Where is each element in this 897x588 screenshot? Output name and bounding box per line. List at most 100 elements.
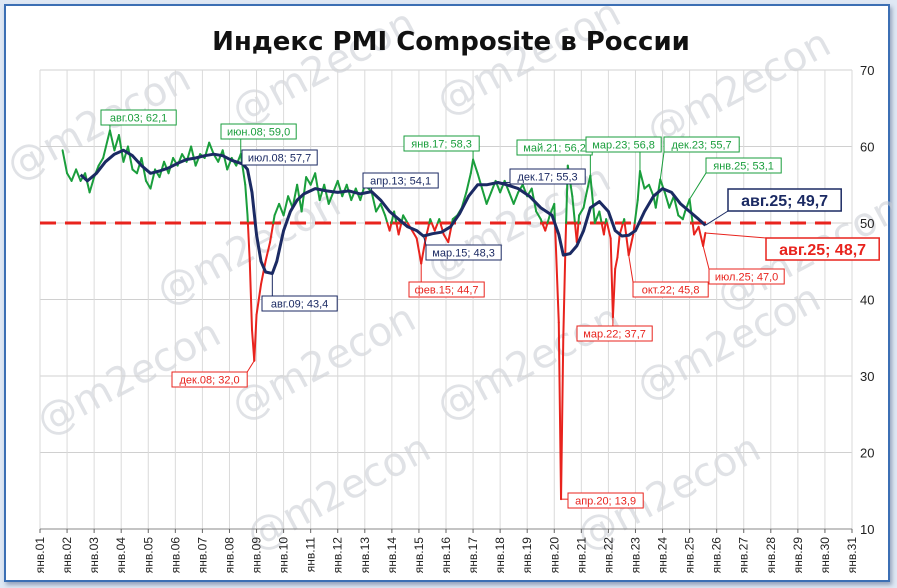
pmi-series-segment	[693, 225, 700, 236]
annotation-leader	[705, 210, 729, 226]
pmi-series-segment	[577, 214, 581, 224]
pmi-series-segment	[278, 202, 285, 217]
annotation-layer: авг.03; 62,1 июн.08; 59,0 июл.08; 57,7 авг.…	[100, 109, 880, 509]
pmi-series-segment	[117, 134, 125, 163]
pmi-series-segment	[606, 222, 612, 240]
annotation-box	[100, 109, 177, 126]
x-tick-label: янв.28	[764, 537, 778, 574]
y-axis-ticks: 10 20 30 40 50 60 70	[860, 63, 874, 537]
y-tick-label: 70	[860, 63, 874, 78]
pmi-series-segment	[614, 256, 619, 270]
pmi-series-segment	[327, 191, 335, 205]
x-tick-label: янв.31	[845, 537, 859, 574]
annotation-box	[727, 188, 842, 212]
pmi-series-segment	[375, 202, 382, 213]
pmi-series-segment	[582, 195, 587, 209]
annotation-box	[261, 295, 338, 312]
pmi-series-segment	[264, 241, 272, 263]
annotation-label: авг.03; 62,1	[110, 113, 167, 125]
pmi-series-segment	[282, 195, 290, 217]
annotation-box	[220, 123, 297, 140]
watermark-text: @m2econ	[429, 295, 628, 430]
pmi-series-segment	[379, 202, 387, 217]
pmi-series-segment	[485, 191, 493, 205]
x-tick-label: янв.17	[466, 537, 480, 574]
pmi-series-segment	[616, 233, 621, 259]
moving-average-line	[79, 148, 707, 275]
chart-title: Индекс PMI Composite в России	[212, 27, 690, 57]
annotation-label: апр.20; 13,9	[575, 496, 636, 508]
pmi-series-segment	[575, 222, 580, 244]
pmi-series-segment	[668, 195, 675, 209]
y-tick-label: 60	[860, 140, 874, 155]
pmi-series-segment	[397, 222, 403, 236]
annotation-box	[663, 136, 740, 153]
x-tick-label: янв.03	[87, 537, 101, 574]
pmi-series-segment	[578, 206, 585, 217]
annotation-box	[171, 371, 248, 388]
pmi-series-segment	[697, 225, 705, 247]
pmi-series-segment	[309, 172, 317, 186]
annotation-box	[241, 149, 318, 166]
pmi-series-segment	[564, 222, 568, 244]
pmi-series-segment	[255, 283, 263, 316]
pmi-series-segment	[663, 191, 671, 209]
pmi-series-segment	[402, 214, 409, 224]
annotation-leader	[702, 245, 710, 270]
pmi-series-segment	[97, 156, 105, 167]
x-tick-label: янв.05	[141, 537, 155, 574]
pmi-series-segment	[370, 190, 378, 213]
annotation-label: окт.22; 45,8	[642, 285, 700, 297]
x-tick-label: янв.20	[547, 537, 561, 574]
x-tick-label: янв.26	[710, 537, 724, 574]
annotation-leader	[659, 151, 665, 180]
pmi-series-segment	[415, 237, 423, 265]
pmi-series-segment	[593, 210, 601, 224]
annotation-box	[708, 268, 785, 285]
annotation-label: янв.25; 53,1	[713, 161, 774, 173]
annotation-box	[576, 325, 653, 342]
annotation-label: янв.17; 58,3	[411, 139, 472, 151]
pmi-series-segment	[253, 313, 258, 362]
pmi-series-segment	[598, 210, 603, 224]
pmi-series-segment	[627, 233, 635, 257]
pmi-series-segment	[75, 168, 82, 182]
pmi-series-segment	[618, 222, 625, 236]
pmi-series-segment	[411, 229, 418, 240]
annotation-label: май.21; 56,2	[523, 143, 586, 155]
annotation-leader	[422, 235, 427, 246]
pmi-series-segment	[638, 169, 646, 190]
pmi-series-segment	[546, 214, 551, 224]
pmi-series-segment	[350, 187, 357, 202]
pmi-series-segment	[190, 145, 197, 167]
x-tick-label: янв.30	[818, 537, 832, 574]
x-tick-label: янв.16	[439, 537, 453, 574]
pmi-series-segment	[122, 145, 129, 163]
annotation-label: авг.25; 49,7	[741, 193, 828, 210]
pmi-series-segment	[61, 149, 69, 175]
watermark-text: @m2econ	[429, 6, 628, 125]
pmi-series-segment	[135, 156, 143, 175]
pmi-series-segment	[221, 149, 229, 171]
pmi-series-segment	[433, 222, 439, 232]
annotation-box	[585, 136, 662, 153]
x-tick-label: янв.02	[60, 537, 74, 574]
annotation-box	[632, 281, 709, 298]
pmi-series-segment	[672, 195, 680, 217]
x-tick-label: янв.19	[520, 537, 534, 574]
x-tick-label: янв.14	[385, 537, 399, 574]
pmi-series-segment	[84, 172, 91, 194]
pmi-series-segment	[273, 202, 281, 217]
pmi-series-segment	[633, 199, 639, 224]
pmi-series-segment	[246, 222, 251, 263]
pmi-series-segment	[553, 222, 560, 324]
annotation-box	[362, 172, 439, 189]
annotation-label: мар.22; 37,7	[583, 329, 646, 341]
pmi-series-segment	[323, 183, 330, 205]
annotation-label: июл.25; 47,0	[715, 272, 778, 284]
annotation-box	[765, 237, 880, 261]
pmi-series-segment	[108, 129, 116, 152]
pmi-series-segment	[702, 231, 707, 247]
x-tick-label: янв.18	[493, 537, 507, 574]
annotation-leader	[705, 232, 767, 239]
